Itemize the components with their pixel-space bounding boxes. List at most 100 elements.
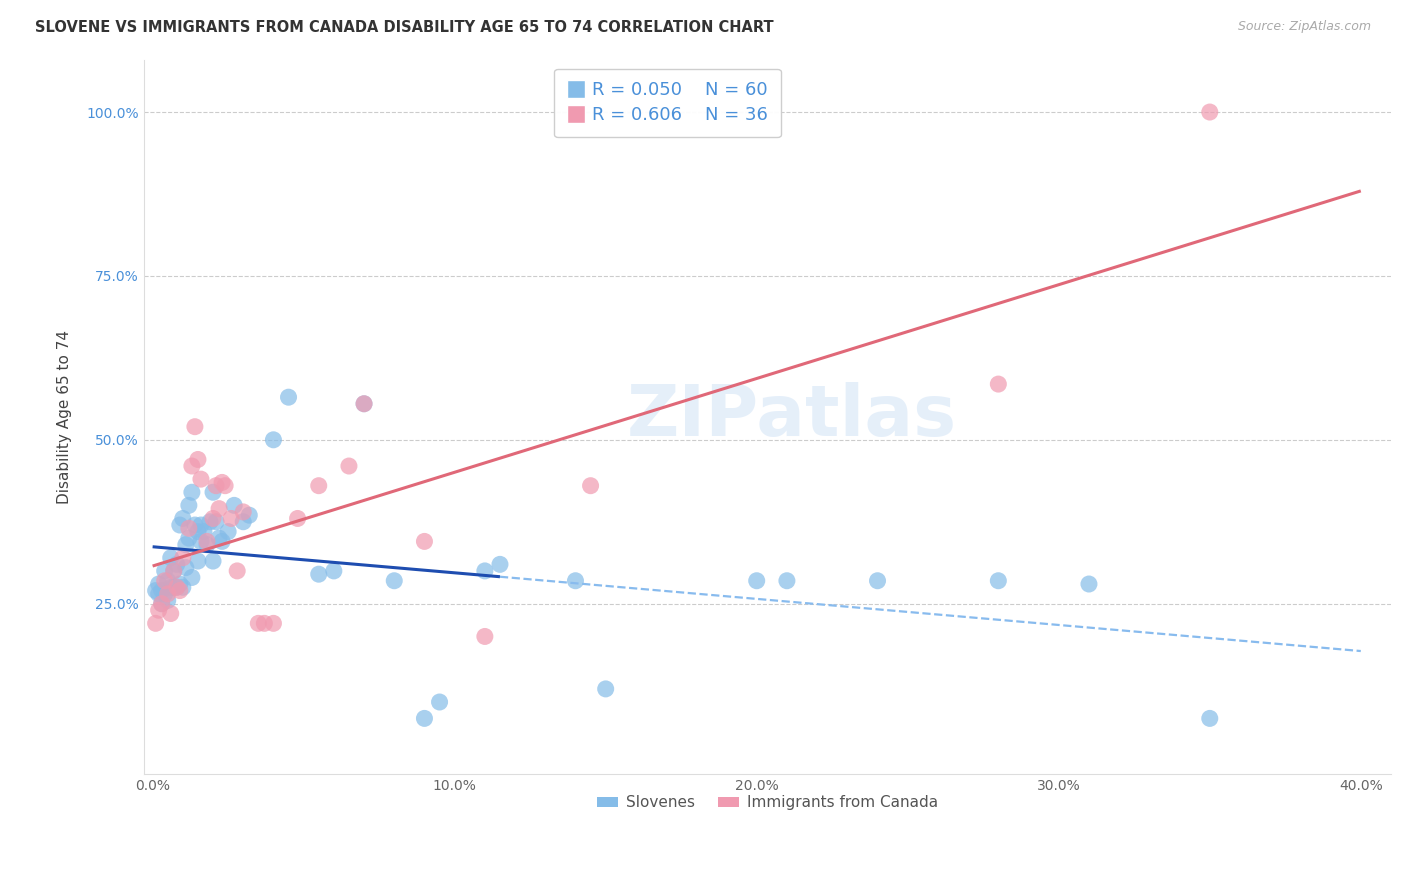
Text: ZIPatlas: ZIPatlas: [627, 383, 957, 451]
Point: [195, 538, 218, 552]
Point: [217, 524, 239, 539]
Point: [238, 508, 260, 523]
Point: [308, 567, 330, 582]
Point: [163, 564, 186, 578]
Point: [202, 554, 225, 568]
Point: [564, 574, 586, 588]
Point: [474, 630, 496, 644]
Point: [208, 501, 231, 516]
Point: [308, 478, 330, 492]
Point: [150, 597, 173, 611]
Point: [190, 518, 212, 533]
Point: [287, 511, 309, 525]
Point: [145, 616, 167, 631]
Point: [232, 505, 254, 519]
Point: [987, 574, 1010, 588]
Point: [187, 554, 209, 568]
Point: [226, 564, 249, 578]
Point: [208, 531, 231, 545]
Point: [153, 587, 176, 601]
Point: [145, 583, 167, 598]
Point: [1198, 105, 1220, 120]
Point: [353, 397, 375, 411]
Point: [1198, 711, 1220, 725]
Point: [198, 515, 221, 529]
Point: [172, 511, 194, 525]
Point: [202, 511, 225, 525]
Point: [205, 515, 228, 529]
Point: [193, 524, 215, 539]
Point: [156, 593, 179, 607]
Point: [180, 570, 202, 584]
Point: [177, 521, 200, 535]
Point: [262, 616, 284, 631]
Point: [153, 574, 176, 588]
Point: [169, 577, 191, 591]
Point: [190, 534, 212, 549]
Point: [153, 564, 176, 578]
Point: [205, 478, 228, 492]
Point: [745, 574, 768, 588]
Point: [163, 580, 186, 594]
Point: [166, 580, 188, 594]
Point: [219, 511, 242, 525]
Point: [148, 587, 170, 601]
Point: [489, 558, 512, 572]
Point: [156, 574, 179, 588]
Point: [474, 564, 496, 578]
Point: [172, 550, 194, 565]
Point: [148, 603, 170, 617]
Point: [224, 499, 246, 513]
Point: [180, 458, 202, 473]
Point: [184, 518, 207, 533]
Point: [177, 531, 200, 545]
Point: [413, 711, 436, 725]
Point: [595, 681, 617, 696]
Point: [262, 433, 284, 447]
Point: [322, 564, 344, 578]
Point: [174, 538, 197, 552]
Point: [776, 574, 799, 588]
Point: [180, 485, 202, 500]
Point: [190, 472, 212, 486]
Point: [159, 580, 181, 594]
Legend: Slovenes, Immigrants from Canada: Slovenes, Immigrants from Canada: [591, 789, 943, 816]
Point: [211, 534, 233, 549]
Point: [195, 534, 218, 549]
Point: [150, 597, 173, 611]
Text: SLOVENE VS IMMIGRANTS FROM CANADA DISABILITY AGE 65 TO 74 CORRELATION CHART: SLOVENE VS IMMIGRANTS FROM CANADA DISABI…: [35, 20, 773, 35]
Point: [253, 616, 276, 631]
Point: [232, 515, 254, 529]
Point: [337, 458, 360, 473]
Point: [247, 616, 270, 631]
Point: [172, 580, 194, 594]
Point: [184, 419, 207, 434]
Point: [169, 518, 191, 533]
Point: [866, 574, 889, 588]
Point: [187, 524, 209, 539]
Y-axis label: Disability Age 65 to 74: Disability Age 65 to 74: [58, 330, 72, 504]
Point: [169, 583, 191, 598]
Point: [174, 560, 197, 574]
Point: [177, 499, 200, 513]
Point: [159, 550, 181, 565]
Point: [150, 583, 173, 598]
Point: [277, 390, 299, 404]
Point: [353, 397, 375, 411]
Point: [987, 377, 1010, 392]
Point: [1078, 577, 1101, 591]
Point: [211, 475, 233, 490]
Point: [159, 607, 181, 621]
Point: [166, 580, 188, 594]
Point: [166, 558, 188, 572]
Point: [187, 452, 209, 467]
Point: [148, 577, 170, 591]
Point: [382, 574, 405, 588]
Point: [163, 564, 186, 578]
Point: [202, 485, 225, 500]
Point: [429, 695, 451, 709]
Point: [579, 478, 602, 492]
Point: [214, 478, 236, 492]
Point: [413, 534, 436, 549]
Text: Source: ZipAtlas.com: Source: ZipAtlas.com: [1237, 20, 1371, 33]
